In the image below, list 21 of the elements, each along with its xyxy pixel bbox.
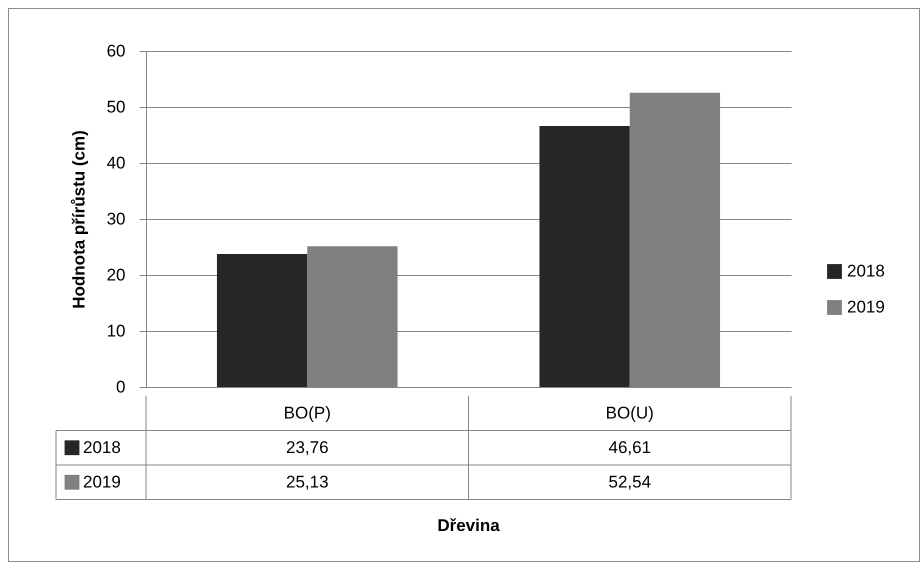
y-tick-label: 0 (116, 378, 126, 396)
y-tick-label: 30 (106, 210, 126, 228)
y-axis-title: Hodnota přírůstu (cm) (70, 130, 89, 309)
y-tick-label: 20 (106, 266, 126, 284)
data-label: 23,76 (286, 438, 329, 457)
legend-label: 2018 (83, 438, 121, 457)
y-tick-label: 40 (106, 154, 126, 172)
bar (216, 254, 308, 387)
data-label: 46,61 (608, 438, 652, 457)
y-tick-label: 60 (106, 42, 126, 60)
text: 2018 (847, 262, 885, 280)
data-label: 25,13 (286, 472, 329, 492)
y-tick-label: 50 (106, 98, 126, 116)
text: 2019 (83, 472, 121, 492)
bar (539, 126, 630, 387)
text: Dřevina (437, 516, 500, 535)
x-tick-label: BO(P) (284, 403, 331, 422)
legend-label: 2019 (847, 298, 885, 316)
x-tick-label: BO(U) (606, 403, 654, 422)
data-label: 52,54 (608, 472, 652, 492)
y-tick-label: 10 (106, 322, 126, 340)
